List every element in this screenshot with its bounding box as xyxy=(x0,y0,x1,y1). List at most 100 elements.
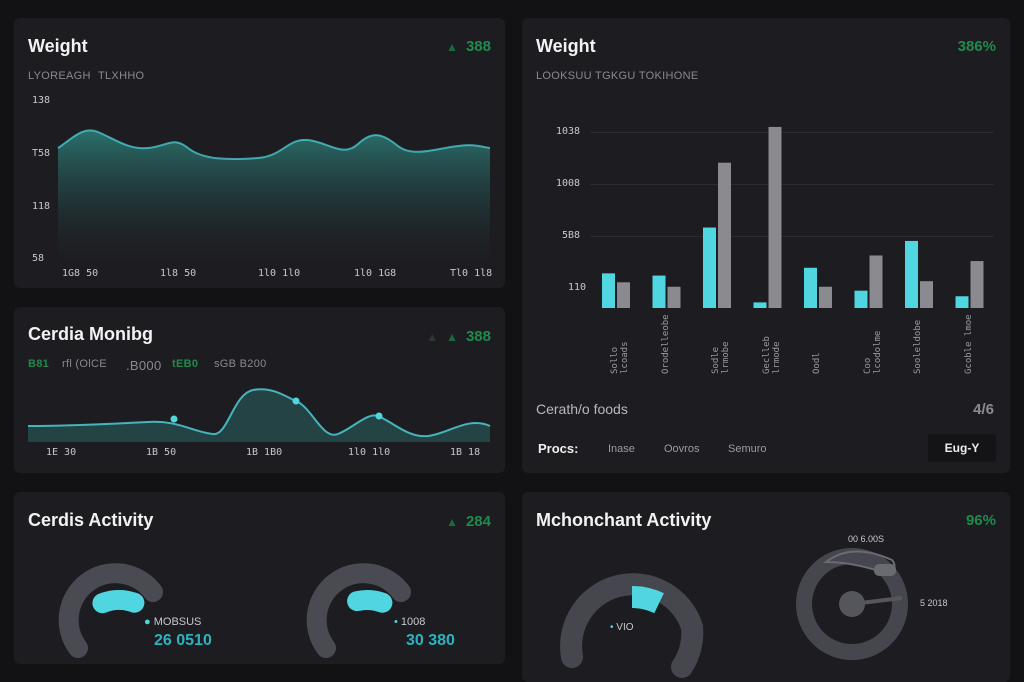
weight-subtitle-b: TLXHHO xyxy=(98,70,145,82)
bar-x-label: Orodelleobe xyxy=(660,314,671,374)
cardio-title: Cerdia Monibg xyxy=(28,324,153,344)
weight-area-card: Weight ▲ 388 LYOREAGH TLXHHO 138 T58 118… xyxy=(14,18,505,288)
footer-label: Cerath/o foods xyxy=(536,401,628,417)
cardio-activity-card: Cerdis Activity ▲ 284 ● MOBSUS 26 0510 •… xyxy=(14,492,505,664)
dial-label-b: 5 2018 xyxy=(920,598,948,608)
weight-area-line xyxy=(57,129,491,160)
bar-grey-6 xyxy=(920,281,933,308)
gauge-1-label-text: MOBSUS xyxy=(153,616,202,628)
x-tick: 1B 50 xyxy=(146,447,177,458)
cardio-activity-delta: ▲ 284 xyxy=(446,513,491,530)
movement-gauge xyxy=(560,573,704,678)
bar-x-label: Sollo lcoads xyxy=(610,341,630,374)
cardio-activity-delta-value: 284 xyxy=(465,513,491,530)
y-tick: 1008 xyxy=(556,178,581,189)
triangle-up-icon: ▲ xyxy=(426,329,439,344)
gridline xyxy=(590,184,994,185)
cardio-activity-title: Cerdis Activity xyxy=(28,510,154,530)
bar-grey-4 xyxy=(819,286,832,308)
movement-delta: 96% xyxy=(966,512,996,529)
movement-dial xyxy=(796,548,908,660)
bar-grey-3 xyxy=(768,126,782,308)
cardio-point xyxy=(292,397,300,405)
gauge-1-value: 26 0510 xyxy=(154,632,212,649)
x-tick: 1l8 50 xyxy=(160,268,197,279)
footer-value: 4/6 xyxy=(973,401,994,418)
dial-needle xyxy=(851,596,903,606)
gridline xyxy=(590,132,994,133)
bar-grey-7 xyxy=(970,261,984,308)
period-dropdown-value: Eug-Y xyxy=(944,441,980,455)
dial-marker xyxy=(874,564,896,576)
x-tick: 1G8 50 xyxy=(62,268,99,279)
cardio-sub-b: rfl (OlCE xyxy=(62,358,107,370)
bar-title: Weight xyxy=(536,36,596,56)
bar-x-label: Gcoble lmoe xyxy=(963,314,974,374)
filter-button-procs[interactable]: Procs: xyxy=(538,441,579,456)
bar-x-label: Coo lcodolme xyxy=(862,330,883,374)
bar-grey-5 xyxy=(869,255,883,308)
bar-grey-0 xyxy=(617,282,630,308)
y-tick: 58 xyxy=(32,253,45,264)
movement-gauge-label-text: VIO xyxy=(616,622,634,633)
weight-delta-value: 388 xyxy=(465,38,491,55)
gauge-2-label: • 1008 xyxy=(394,616,426,628)
filter-button-semuro[interactable]: Semuro xyxy=(728,443,767,455)
y-tick: 110 xyxy=(568,282,587,293)
bar-delta-value: 386% xyxy=(957,38,996,55)
gauge-2-track xyxy=(306,563,411,658)
y-tick: 118 xyxy=(32,201,51,212)
cardio-delta-value: 388 xyxy=(465,328,491,345)
cardio-sub-e: sGB B200 xyxy=(214,358,267,370)
cardio-line-plot xyxy=(27,388,491,442)
y-tick: 138 xyxy=(32,95,51,106)
weight-subtitle-a: LYOREAGH xyxy=(28,70,91,82)
cardio-delta: ▲ ▲ 388 xyxy=(426,328,491,345)
cardio-monitoring-card: Cerdia Monibg ▲ ▲ 388 B81 rfl (OlCE .B00… xyxy=(14,307,505,473)
y-tick: 1038 xyxy=(556,126,581,137)
bar-accent-4 xyxy=(804,267,817,308)
bar-accent-3 xyxy=(753,302,767,308)
gauge-1-label: ● MOBSUS xyxy=(144,616,202,628)
movement-gauge-fill xyxy=(631,585,664,614)
cardio-point xyxy=(375,412,383,420)
filter-button-oovros[interactable]: Oovros xyxy=(664,443,700,455)
x-tick: 1B 18 xyxy=(450,447,481,458)
triangle-up-icon: ▲ xyxy=(446,329,458,344)
dial-label-a: 00 6.00S xyxy=(848,534,885,544)
movement-title: Mchonchant Activity xyxy=(536,510,712,530)
weight-delta: ▲ 388 xyxy=(446,38,491,55)
gauge-1 xyxy=(58,563,163,658)
x-tick: Tl0 1l8 xyxy=(450,268,493,279)
gauge-2-label-text: 1008 xyxy=(400,616,426,628)
weight-area-plot xyxy=(57,129,491,263)
cardio-point xyxy=(170,415,178,423)
bar-x-label: Sooleldobe xyxy=(913,319,923,374)
triangle-up-icon: ▲ xyxy=(446,514,458,529)
bar-accent-6 xyxy=(905,240,918,308)
bar-accent-1 xyxy=(652,275,666,308)
x-tick: 1B 1B0 xyxy=(246,447,283,458)
weight-area-fill xyxy=(58,130,490,263)
bar-accent-7 xyxy=(955,296,969,308)
bar-x-label: Oodl xyxy=(812,352,822,374)
filter-button-inase[interactable]: Inase xyxy=(608,443,635,455)
y-tick: T58 xyxy=(32,148,51,159)
bar-accent-2 xyxy=(703,227,716,308)
gauge-2 xyxy=(306,563,411,658)
gridline xyxy=(590,236,994,237)
gauge-2-value: 30 380 xyxy=(406,632,455,649)
y-tick: 5B8 xyxy=(562,230,581,241)
triangle-up-icon: ▲ xyxy=(446,39,458,54)
gauge-1-fill xyxy=(92,590,145,614)
bar-grey-1 xyxy=(667,286,681,308)
gauge-2-fill xyxy=(347,590,393,613)
movement-delta-value: 96% xyxy=(965,512,996,529)
bar-accent-5 xyxy=(854,290,868,308)
bar-x-label: Geclleb lrmode xyxy=(761,336,782,374)
movement-activity-card: Mchonchant Activity 96% • VIO 00 6.00S 5… xyxy=(522,492,1010,682)
x-tick: 1l0 1l0 xyxy=(348,447,391,458)
cardio-sub-c: .B000 xyxy=(126,358,162,373)
period-dropdown[interactable]: Eug-Y xyxy=(928,434,996,462)
cardio-sub-a: B81 xyxy=(28,358,50,370)
